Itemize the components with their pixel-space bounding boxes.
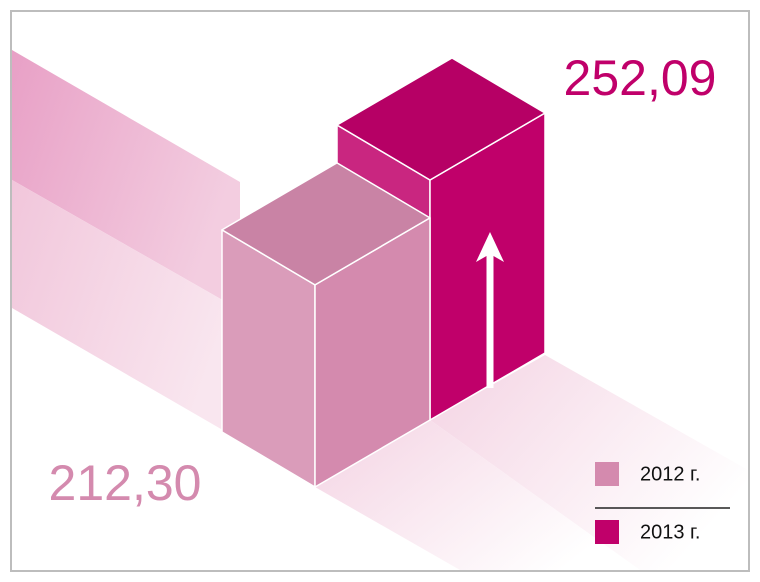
legend-label: 2013 г. [640,521,700,543]
value-label: 212,30 [49,455,202,511]
band [315,420,640,570]
band [430,355,748,570]
bar-top-face [221,162,431,286]
legend-label: 2012 г. [640,463,700,485]
band [12,180,240,440]
bar [221,162,431,488]
bar-top-face [336,57,546,181]
band [12,50,240,310]
value-label: 252,09 [564,50,717,106]
legend-swatch [595,520,619,544]
legend-swatch [595,462,619,486]
growth-arrow [476,232,504,388]
legend: 2012 г. 2013 г. [595,462,730,544]
bars [221,57,546,488]
